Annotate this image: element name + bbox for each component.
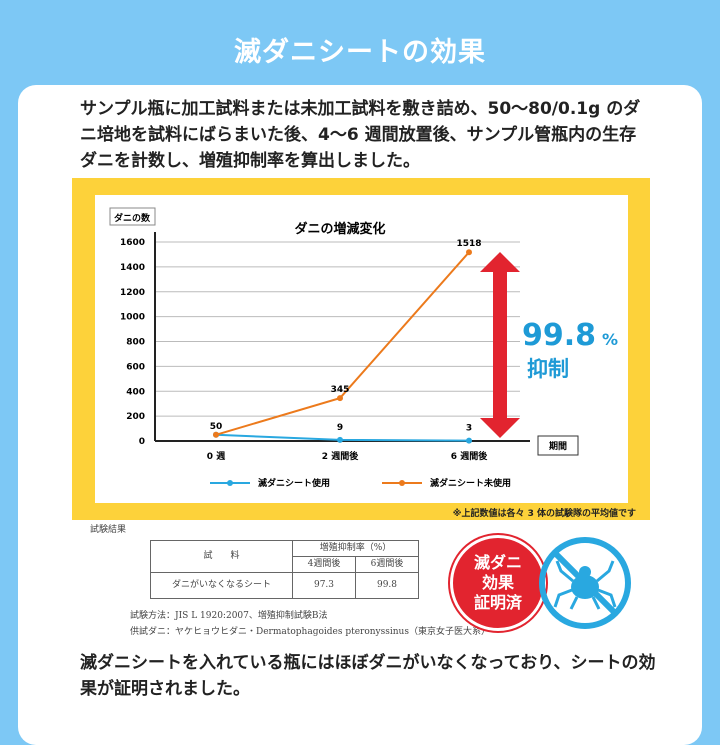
badge-line: 効果 — [481, 573, 514, 592]
test-method: 試験方法：JIS L 1920:2007、増殖抑制試験B法 — [130, 611, 328, 621]
reduction-value: 99.8 — [522, 318, 596, 353]
data-label: 3 — [466, 424, 472, 434]
reduction-label: 抑制 — [527, 357, 569, 381]
legend-marker — [227, 480, 233, 486]
ylabel-box — [109, 207, 156, 226]
reduction-arrow — [480, 252, 520, 438]
data-point — [337, 395, 343, 402]
data-point — [466, 249, 472, 256]
proven-badge: 滅ダニ 効果 証明済 — [450, 535, 546, 631]
row-6w: 99.8 — [355, 572, 419, 599]
series-line — [215, 251, 470, 436]
data-point — [213, 431, 219, 438]
header-sample: 試 料 — [150, 540, 293, 573]
x-axis-label: 期間 — [549, 440, 567, 452]
data-label: 9 — [337, 423, 343, 433]
row-name: ダニがいなくなるシート — [150, 572, 293, 599]
y-tick-label: 1200 — [120, 288, 145, 298]
row-4w: 97.3 — [292, 572, 356, 599]
x-tick-label: 0 週 — [207, 451, 226, 462]
x-tick-label: 2 週間後 — [322, 450, 359, 462]
y-tick-label: 1000 — [120, 313, 145, 323]
header-6w: 6週間後 — [355, 556, 419, 573]
y-tick-label: 400 — [126, 387, 145, 397]
y-tick-label: 200 — [126, 412, 145, 422]
legend-marker — [399, 480, 405, 486]
data-point — [466, 437, 472, 444]
data-point — [337, 436, 343, 443]
header-4w: 4週間後 — [292, 556, 356, 573]
y-tick-label: 1600 — [120, 238, 145, 248]
y-tick-label: 600 — [126, 362, 145, 372]
data-label: 345 — [331, 385, 350, 395]
y-tick-label: 800 — [126, 338, 145, 348]
data-label: 50 — [210, 422, 223, 432]
x-tick-label: 6 週間後 — [451, 450, 488, 462]
results-heading: 試験結果 — [90, 525, 127, 535]
y-tick-label: 0 — [139, 437, 145, 447]
y-tick-label: 1400 — [120, 263, 145, 273]
chart-title: ダニの増減変化 — [294, 221, 385, 237]
badge-line: 滅ダニ — [473, 553, 522, 572]
results-table: 試 料増殖抑制率（%） 4週間後 6週間後 ダニがいなくなるシート 97.3 99.8 — [150, 540, 419, 599]
chart-note: ※上記数値は各々 3 体の試験隊の平均値です — [452, 509, 636, 519]
y-axis-label: ダニの数 — [114, 212, 151, 224]
conclusion-text: 滅ダニシートを入れている瓶にはほぼダニがいなくなっており、シートの効果が証明され… — [80, 653, 656, 699]
test-mite: 供試ダニ：ヤケヒョウヒダニ・Dermatophagoides pteronyss… — [130, 627, 490, 637]
no-mite-icon — [539, 537, 631, 629]
reduction-unit: % — [602, 330, 618, 349]
intro-text: サンプル瓶に加工試料または未加工試料を敷き詰め、50〜80/0.1g のダニ培地… — [80, 99, 641, 171]
data-label: 1518 — [456, 239, 481, 249]
legend-label: 滅ダニシート使用 — [258, 477, 330, 489]
legend-label: 滅ダニシート未使用 — [430, 477, 511, 489]
line-chart: 0 200 400 600 800 1000 1200 1400 1600 0 週 2 週間後 6 週… — [109, 207, 618, 489]
badge-line: 証明済 — [473, 593, 522, 612]
header-rate: 増殖抑制率（%） — [292, 540, 419, 557]
page-title: 滅ダニシートの効果 — [234, 37, 486, 68]
xlabel-box — [537, 435, 579, 456]
